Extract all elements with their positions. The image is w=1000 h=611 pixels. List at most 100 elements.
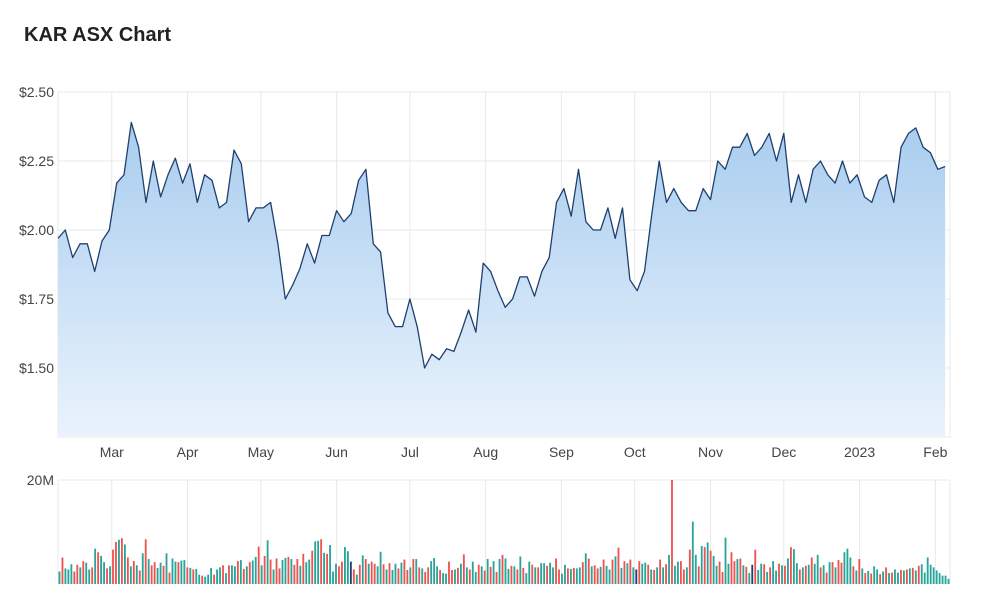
volume-bar	[623, 561, 626, 584]
volume-bar	[115, 541, 117, 584]
volume-bar	[195, 568, 198, 584]
volume-bar	[379, 551, 382, 584]
volume-bar	[171, 558, 174, 584]
volume-bar	[79, 567, 82, 584]
volume-bar	[748, 573, 751, 584]
volume-bar	[908, 568, 911, 584]
volume-bar	[926, 557, 929, 584]
volume-bar	[804, 565, 807, 584]
volume-bar	[810, 557, 813, 584]
price-x-tick-label: May	[248, 444, 274, 460]
volume-bar	[296, 559, 299, 584]
volume-bar	[121, 538, 123, 584]
volume-bar	[290, 559, 293, 584]
price-y-tick-label: $2.00	[19, 222, 54, 238]
volume-bar	[210, 567, 213, 584]
volume-bar	[641, 563, 644, 584]
volume-bar	[787, 558, 789, 584]
volume-bar	[712, 555, 715, 584]
volume-bar	[445, 573, 447, 584]
volume-bar	[323, 552, 326, 584]
volume-bar	[537, 567, 540, 584]
volume-bar	[715, 565, 718, 584]
volume-bar	[567, 568, 569, 584]
volume-bar	[870, 573, 873, 584]
volume-bar	[935, 570, 938, 584]
volume-bar	[344, 547, 346, 584]
price-x-tick-label: Dec	[771, 444, 796, 460]
volume-bar	[186, 567, 189, 584]
volume-bar	[905, 569, 908, 584]
volume-bar	[561, 573, 563, 584]
volume-bar	[448, 561, 450, 584]
volume-bar	[662, 567, 664, 584]
volume-bar	[659, 559, 662, 584]
volume-bar	[207, 574, 210, 584]
volume-bar	[593, 565, 596, 584]
volume-bar	[421, 568, 424, 584]
volume-bar	[236, 561, 239, 584]
volume-bar	[807, 564, 810, 584]
volume-bar	[168, 572, 171, 584]
volume-y-tick-label: 20M	[27, 472, 54, 488]
volume-bar	[308, 559, 311, 584]
volume-bar	[944, 575, 947, 584]
price-chart: $2.50 $2.25 $2.00 $1.75 $1.50 Mar Apr May Jun Ju…	[19, 84, 951, 460]
volume-bar	[867, 571, 870, 584]
volume-bar	[534, 567, 537, 584]
volume-bar	[674, 565, 676, 584]
volume-bar	[840, 562, 843, 584]
price-x-tick-label: Jun	[325, 444, 348, 460]
volume-bar	[329, 545, 331, 584]
volume-bar	[846, 548, 849, 584]
volume-bar	[462, 554, 465, 584]
volume-bar	[465, 567, 468, 584]
price-y-axis: $2.50 $2.25 $2.00 $1.75 $1.50	[19, 84, 54, 376]
volume-bar	[94, 548, 97, 584]
volume-bar	[784, 565, 786, 584]
volume-bar	[590, 566, 593, 584]
volume-bar	[433, 558, 436, 584]
volume-bar	[519, 556, 522, 584]
volume-bar	[516, 569, 519, 584]
volume-bar	[739, 558, 742, 584]
price-x-tick-label: Mar	[100, 444, 124, 460]
price-x-tick-label: Aug	[473, 444, 498, 460]
price-x-tick-label: Apr	[177, 444, 199, 460]
volume-bar	[225, 573, 227, 584]
volume-bar	[638, 561, 641, 584]
volume-bar	[635, 569, 638, 584]
volume-bar	[504, 558, 507, 584]
volume-bar	[902, 570, 905, 584]
volume-bar	[498, 559, 501, 584]
volume-bar	[558, 569, 560, 584]
volume-bar	[85, 562, 88, 584]
volume-bar	[153, 562, 156, 584]
volume-bar	[228, 565, 230, 584]
volume-bar	[192, 569, 195, 584]
volume-bar	[88, 569, 91, 584]
volume-bar	[489, 566, 492, 584]
volume-bar	[287, 556, 290, 584]
volume-bar	[709, 550, 712, 584]
volume-bar	[82, 561, 85, 584]
volume-bar	[932, 567, 935, 584]
volume-bar	[456, 567, 459, 584]
volume-bar	[766, 572, 769, 584]
volume-bar	[629, 559, 632, 584]
volume-bar	[189, 567, 192, 584]
volume-bar	[697, 566, 700, 584]
volume-bar	[858, 559, 861, 584]
volume-bar	[233, 566, 236, 584]
volume-bar	[454, 569, 456, 584]
volume-bar	[920, 564, 923, 584]
volume-bar	[239, 560, 242, 584]
volume-bar	[406, 569, 409, 584]
volume-bar	[795, 563, 798, 584]
volume-bar	[358, 564, 361, 584]
volume-bar	[349, 561, 352, 584]
volume-bar	[876, 569, 879, 584]
volume-bar	[418, 567, 421, 584]
volume-bar	[700, 546, 703, 584]
volume-bar	[656, 567, 659, 584]
